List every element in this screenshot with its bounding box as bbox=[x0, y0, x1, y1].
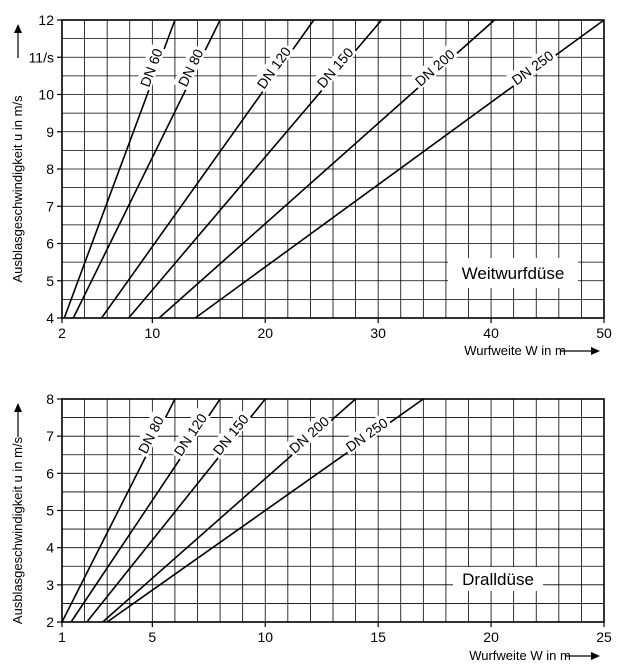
legend-text: Weitwurfdüse bbox=[462, 264, 565, 283]
x-tick-label: 1 bbox=[58, 629, 66, 645]
x-tick-label: 15 bbox=[370, 629, 386, 645]
y-axis-label: Ausblasgeschwindigkeit u in m/s bbox=[10, 95, 25, 283]
y-tick-label: 2 bbox=[46, 614, 54, 630]
series-label-bg bbox=[168, 408, 211, 461]
x-tick-label: 50 bbox=[596, 325, 612, 341]
y-tick-label: 11/s bbox=[29, 49, 54, 65]
y-tick-label: 6 bbox=[46, 465, 54, 481]
y-tick-label: 4 bbox=[46, 540, 54, 556]
legend-text: Dralldüse bbox=[462, 570, 534, 589]
y-axis-label: Ausblasgeschwindigkeit u in m/s bbox=[10, 436, 25, 624]
x-axis-label: Wurfweite W in m bbox=[469, 648, 571, 663]
x-tick-label: 30 bbox=[370, 325, 386, 341]
x-tick-label: 10 bbox=[145, 325, 161, 341]
y-tick-label: 8 bbox=[46, 391, 54, 407]
x-axis-arrow-head bbox=[591, 347, 600, 355]
series-label: DN 150 bbox=[314, 44, 357, 91]
x-tick-label: 25 bbox=[596, 629, 612, 645]
y-tick-label: 9 bbox=[46, 124, 54, 140]
series-label: DN 150 bbox=[210, 411, 252, 458]
series-label: DN 60 bbox=[137, 46, 166, 89]
series-label-bg bbox=[135, 43, 166, 91]
series-label-bg bbox=[409, 43, 459, 91]
y-tick-label: 8 bbox=[46, 161, 54, 177]
x-tick-label: 5 bbox=[148, 629, 156, 645]
series-label: DN 250 bbox=[343, 414, 391, 455]
y-axis-arrow-head bbox=[14, 403, 22, 412]
y-tick-label: 12 bbox=[38, 12, 54, 28]
x-tick-label: 20 bbox=[483, 629, 499, 645]
y-tick-label: 10 bbox=[38, 87, 54, 103]
y-tick-label: 5 bbox=[46, 503, 54, 519]
series-label-bg bbox=[132, 410, 168, 458]
y-tick-label: 5 bbox=[46, 273, 54, 289]
x-tick-label: 2 bbox=[58, 325, 66, 341]
series-label-bg bbox=[340, 412, 393, 456]
series-label-bg bbox=[311, 42, 358, 93]
y-tick-label: 4 bbox=[46, 310, 54, 326]
legend-box bbox=[448, 258, 578, 288]
series-label: DN 80 bbox=[175, 46, 207, 89]
y-axis-arrow-head bbox=[14, 24, 22, 33]
series-label-bg bbox=[172, 43, 207, 91]
series-label: DN 200 bbox=[286, 413, 332, 457]
y-tick-label: 3 bbox=[46, 577, 54, 593]
x-tick-label: 20 bbox=[257, 325, 273, 341]
x-axis-arrow-head bbox=[591, 652, 600, 660]
x-tick-label: 10 bbox=[257, 629, 273, 645]
series-label-bg bbox=[251, 41, 295, 93]
chart-weitwurfduese: DN 60 DN 80 DN 120 DN 150 DN 200 DN 250456789… bbox=[10, 12, 612, 358]
series-label-bg bbox=[506, 45, 558, 89]
x-tick-label: 40 bbox=[483, 325, 499, 341]
series-label-bg bbox=[207, 408, 253, 460]
y-tick-label: 7 bbox=[46, 198, 54, 214]
grid bbox=[62, 399, 604, 622]
series-label: DN 80 bbox=[135, 413, 167, 456]
y-tick-label: 7 bbox=[46, 428, 54, 444]
series-label: DN 200 bbox=[412, 46, 458, 90]
series-label-bg bbox=[283, 410, 334, 458]
series-label: DN 250 bbox=[509, 47, 557, 88]
y-tick-label: 6 bbox=[46, 236, 54, 252]
x-axis-label: Wurfweite W in m bbox=[464, 343, 566, 358]
legend-box bbox=[453, 567, 543, 591]
